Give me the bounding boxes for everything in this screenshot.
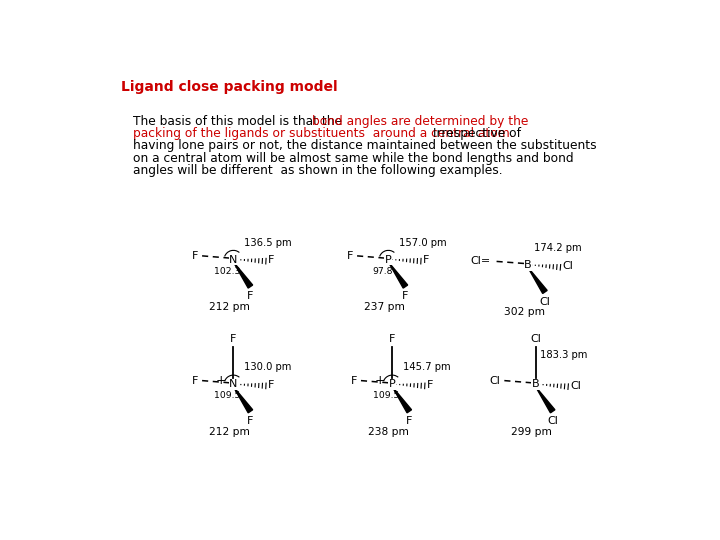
Text: 183.3 pm: 183.3 pm	[539, 350, 587, 360]
Text: Cl: Cl	[547, 416, 558, 426]
Text: +: +	[216, 374, 226, 387]
Text: 212 pm: 212 pm	[209, 302, 250, 312]
Text: packing of the ligands or substituents  around a central atom.: packing of the ligands or substituents a…	[132, 127, 513, 140]
Text: 212 pm: 212 pm	[209, 427, 250, 437]
Text: F: F	[347, 251, 354, 261]
Text: 109.5: 109.5	[373, 392, 399, 400]
Polygon shape	[536, 387, 555, 413]
Text: Irrespective of: Irrespective of	[429, 127, 521, 140]
Text: N: N	[229, 255, 238, 265]
Text: Cl: Cl	[539, 296, 550, 307]
Polygon shape	[392, 387, 412, 413]
Text: 174.2 pm: 174.2 pm	[534, 243, 582, 253]
Text: Cl: Cl	[490, 375, 500, 386]
Text: 238 pm: 238 pm	[368, 427, 409, 437]
Text: F: F	[192, 251, 199, 261]
Text: F: F	[230, 334, 237, 343]
Text: Cl: Cl	[530, 334, 541, 343]
Polygon shape	[388, 262, 408, 288]
Text: on a central atom will be almost same while the bond lengths and bond: on a central atom will be almost same wh…	[132, 152, 573, 165]
Text: 136.5 pm: 136.5 pm	[244, 238, 292, 248]
Text: B: B	[524, 260, 531, 270]
Text: 237 pm: 237 pm	[364, 302, 405, 312]
Text: Cl: Cl	[570, 381, 581, 391]
Text: F: F	[406, 416, 413, 426]
Polygon shape	[233, 387, 253, 413]
Text: The basis of this model is that the: The basis of this model is that the	[132, 115, 346, 128]
Text: F: F	[402, 291, 409, 301]
Text: F: F	[247, 416, 253, 426]
Text: F: F	[389, 334, 395, 343]
Text: 145.7 pm: 145.7 pm	[403, 362, 451, 373]
Text: 302 pm: 302 pm	[503, 307, 544, 318]
Polygon shape	[233, 262, 253, 288]
Text: F: F	[351, 375, 357, 386]
Text: 109.5: 109.5	[214, 392, 240, 400]
Text: having lone pairs or not, the distance maintained between the substituents: having lone pairs or not, the distance m…	[132, 139, 596, 152]
Text: P: P	[389, 379, 395, 389]
Text: bond angles are determined by the: bond angles are determined by the	[312, 115, 528, 128]
Polygon shape	[528, 267, 547, 293]
Text: +: +	[374, 374, 385, 387]
Text: 130.0 pm: 130.0 pm	[244, 362, 292, 373]
Text: Ligand close packing model: Ligand close packing model	[121, 80, 338, 94]
Text: 299 pm: 299 pm	[511, 427, 552, 437]
Text: 97.8: 97.8	[372, 267, 392, 275]
Text: F: F	[269, 255, 274, 265]
Text: F: F	[423, 255, 430, 265]
Text: F: F	[427, 380, 433, 390]
Text: F: F	[247, 291, 253, 301]
Text: 102.3: 102.3	[214, 267, 240, 275]
Text: 157.0 pm: 157.0 pm	[399, 238, 447, 248]
Text: F: F	[192, 375, 199, 386]
Text: F: F	[269, 380, 274, 390]
Text: P: P	[385, 255, 392, 265]
Text: Cl: Cl	[563, 261, 574, 271]
Text: Cl=: Cl=	[470, 256, 490, 266]
Text: B: B	[532, 379, 539, 389]
Text: N: N	[229, 379, 238, 389]
Text: angles will be different  as shown in the following examples.: angles will be different as shown in the…	[132, 164, 503, 177]
